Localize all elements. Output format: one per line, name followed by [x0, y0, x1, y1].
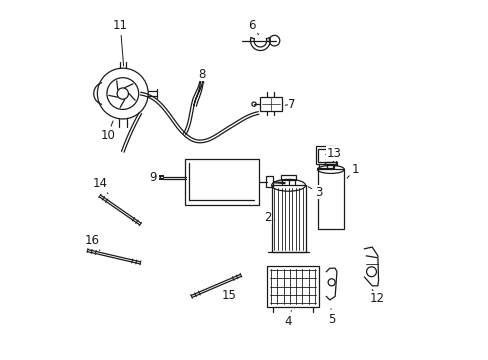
Text: 10: 10 [100, 121, 115, 143]
Text: 13: 13 [325, 147, 341, 160]
Bar [184, 159, 258, 205]
Text: 16: 16 [84, 234, 100, 251]
Text: 3: 3 [307, 186, 322, 199]
Bar [318, 149, 332, 162]
Bar [265, 176, 273, 187]
Text: 14: 14 [92, 177, 108, 194]
Text: 5: 5 [327, 309, 335, 326]
Bar [315, 147, 335, 164]
Bar [260, 97, 281, 111]
Bar [317, 170, 344, 229]
Bar [280, 175, 296, 180]
Text: 11: 11 [113, 19, 127, 66]
Text: 15: 15 [221, 289, 236, 302]
Text: 7: 7 [285, 98, 295, 111]
Text: 4: 4 [285, 310, 292, 328]
Text: 8: 8 [197, 68, 205, 83]
Text: 12: 12 [368, 289, 384, 305]
Bar [324, 162, 337, 165]
Text: 1: 1 [346, 163, 359, 178]
Bar [271, 185, 305, 252]
Bar [267, 266, 318, 307]
Text: 2: 2 [263, 211, 274, 224]
Text: 6: 6 [247, 19, 258, 35]
Text: 9: 9 [149, 171, 160, 184]
